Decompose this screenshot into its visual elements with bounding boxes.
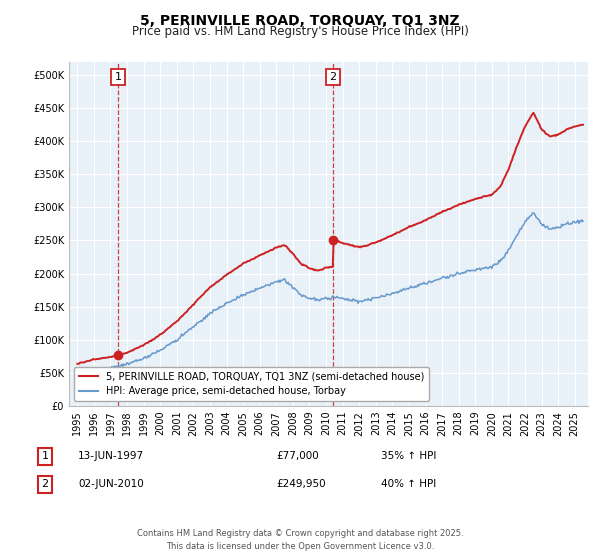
Text: 5, PERINVILLE ROAD, TORQUAY, TQ1 3NZ: 5, PERINVILLE ROAD, TORQUAY, TQ1 3NZ <box>140 14 460 28</box>
Text: £249,950: £249,950 <box>276 479 326 489</box>
Text: 13-JUN-1997: 13-JUN-1997 <box>78 451 144 461</box>
Text: 1: 1 <box>41 451 49 461</box>
Legend: 5, PERINVILLE ROAD, TORQUAY, TQ1 3NZ (semi-detached house), HPI: Average price, : 5, PERINVILLE ROAD, TORQUAY, TQ1 3NZ (se… <box>74 367 429 401</box>
Text: 35% ↑ HPI: 35% ↑ HPI <box>381 451 436 461</box>
Text: Contains HM Land Registry data © Crown copyright and database right 2025.
This d: Contains HM Land Registry data © Crown c… <box>137 529 463 550</box>
Text: 2: 2 <box>329 72 337 82</box>
Text: £77,000: £77,000 <box>276 451 319 461</box>
Text: 02-JUN-2010: 02-JUN-2010 <box>78 479 144 489</box>
Text: 1: 1 <box>115 72 121 82</box>
Text: 2: 2 <box>41 479 49 489</box>
Text: Price paid vs. HM Land Registry's House Price Index (HPI): Price paid vs. HM Land Registry's House … <box>131 25 469 38</box>
Text: 40% ↑ HPI: 40% ↑ HPI <box>381 479 436 489</box>
